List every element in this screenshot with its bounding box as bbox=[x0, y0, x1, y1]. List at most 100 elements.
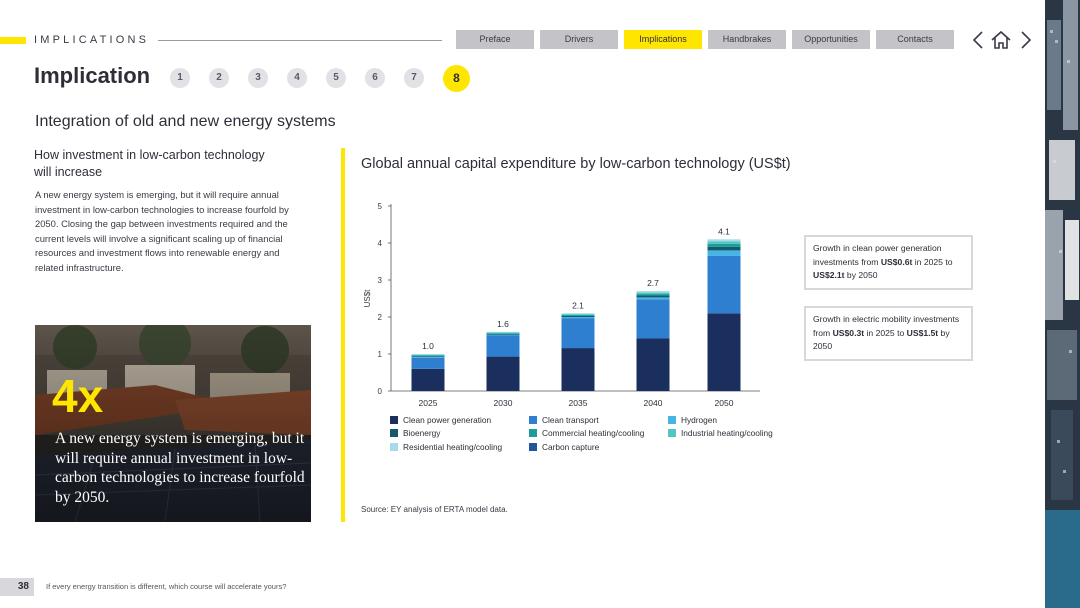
step-8[interactable]: 8 bbox=[443, 64, 470, 92]
chart-source: Source: EY analysis of ERTA model data. bbox=[361, 505, 508, 514]
bar-segment bbox=[636, 299, 670, 339]
nav-tab-handbrakes[interactable]: Handbrakes bbox=[708, 30, 786, 49]
bar-segment bbox=[636, 292, 670, 295]
x-tick-label: 2035 bbox=[569, 398, 588, 408]
page-number: 38 bbox=[0, 578, 34, 596]
step-1[interactable]: 1 bbox=[170, 68, 190, 88]
x-tick-label: 2025 bbox=[419, 398, 438, 408]
step-3[interactable]: 3 bbox=[248, 68, 268, 88]
nav-tab-drivers[interactable]: Drivers bbox=[540, 30, 618, 49]
page-title: Implication bbox=[34, 63, 151, 88]
y-tick-label: 1 bbox=[378, 350, 383, 359]
legend-swatch bbox=[390, 429, 398, 437]
y-tick-label: 5 bbox=[378, 202, 383, 211]
callout-from-value: US$0.3t bbox=[832, 327, 865, 338]
page-subtitle: Integration of old and new energy system… bbox=[35, 113, 336, 130]
bar-segment bbox=[636, 297, 670, 300]
y-axis-label: US$t bbox=[363, 289, 372, 308]
top-navigation: Preface Drivers Implications Handbrakes … bbox=[456, 30, 954, 49]
bar-segment bbox=[486, 335, 520, 357]
legend-label: Commercial heating/cooling bbox=[542, 428, 645, 438]
section-heading: How investment in low-carbon technology … bbox=[34, 148, 265, 179]
bar-segment bbox=[636, 294, 670, 296]
bar-segment bbox=[486, 331, 520, 333]
bar-segment bbox=[411, 355, 445, 357]
nav-tab-contacts[interactable]: Contacts bbox=[876, 30, 954, 49]
cityscape-art bbox=[1045, 0, 1080, 608]
home-icon[interactable] bbox=[989, 28, 1013, 52]
bar-segment bbox=[707, 255, 741, 314]
header-divider bbox=[158, 40, 442, 41]
section-label: IMPLICATIONS bbox=[34, 34, 150, 46]
city-rooftops-photo: 4x A new energy system is emerging, but … bbox=[35, 325, 311, 522]
step-7[interactable]: 7 bbox=[404, 68, 424, 88]
section-accent-bar bbox=[0, 37, 26, 44]
bar-segment bbox=[486, 334, 520, 335]
bar-segment bbox=[707, 313, 741, 391]
bar-segment bbox=[707, 239, 741, 242]
bar-segment bbox=[411, 354, 445, 355]
step-4[interactable]: 4 bbox=[287, 68, 307, 88]
callout-text: by 2050 bbox=[813, 327, 950, 352]
bar-total-label: 1.0 bbox=[422, 341, 434, 351]
legend-swatch bbox=[390, 416, 398, 424]
bar-segment bbox=[707, 250, 741, 256]
legend-swatch bbox=[529, 429, 537, 437]
callout-to-value: US$1.5t bbox=[906, 327, 939, 338]
step-6[interactable]: 6 bbox=[365, 68, 385, 88]
chart-accent-bar bbox=[341, 148, 345, 522]
step-5[interactable]: 5 bbox=[326, 68, 346, 88]
legend-label: Industrial heating/cooling bbox=[681, 428, 773, 438]
legend-label: Clean power generation bbox=[403, 415, 491, 425]
legend-label: Bioenergy bbox=[403, 428, 441, 438]
bar-segment bbox=[486, 332, 520, 334]
bar-segment bbox=[486, 356, 520, 391]
nav-tab-opportunities[interactable]: Opportunities bbox=[792, 30, 870, 49]
bar-segment bbox=[411, 368, 445, 391]
bar-segment bbox=[486, 333, 520, 335]
bar-segment bbox=[707, 246, 741, 251]
bar-total-label: 2.1 bbox=[572, 300, 584, 310]
footer-tagline: If every energy transition is different,… bbox=[46, 582, 287, 591]
y-tick-label: 4 bbox=[378, 239, 383, 248]
callout-text: Growth in electric mobility investments … bbox=[813, 314, 960, 338]
stat-caption: A new energy system is emerging, but it … bbox=[55, 430, 305, 506]
y-tick-label: 3 bbox=[378, 276, 383, 285]
bar-segment bbox=[636, 295, 670, 298]
legend-swatch bbox=[529, 416, 537, 424]
x-tick-label: 2030 bbox=[494, 398, 513, 408]
callout-clean-power: Growth in clean power generation investm… bbox=[804, 235, 973, 290]
legend-swatch bbox=[668, 416, 676, 424]
stacked-bar-chart: 0 1 2 3 4 5 US$t 1.0 2025 1.6 2030 2.1 2035 2.7 2040 4.… bbox=[363, 202, 773, 452]
callout-text: Growth in clean power generation investm… bbox=[813, 243, 942, 267]
legend-swatch bbox=[390, 443, 398, 451]
bar-segment bbox=[561, 318, 595, 349]
nav-tab-implications[interactable]: Implications bbox=[624, 30, 702, 49]
callout-text: in 2025 to bbox=[912, 256, 953, 267]
bar-segment bbox=[561, 315, 595, 317]
legend-label: Carbon capture bbox=[542, 442, 600, 452]
nav-tab-preface[interactable]: Preface bbox=[456, 30, 534, 49]
x-tick-label: 2050 bbox=[715, 398, 734, 408]
bar-segment bbox=[707, 241, 741, 244]
legend-swatch bbox=[668, 429, 676, 437]
bar-total-label: 1.6 bbox=[497, 319, 509, 329]
y-tick-label: 2 bbox=[378, 313, 383, 322]
callout-from-value: US$0.6t bbox=[880, 256, 913, 267]
bar-segment bbox=[411, 354, 445, 356]
callout-to-value: US$2.1t bbox=[813, 270, 845, 280]
bar-segment bbox=[636, 338, 670, 391]
legend-label: Hydrogen bbox=[681, 415, 717, 425]
next-page-icon[interactable] bbox=[1013, 28, 1037, 52]
bar-segment bbox=[411, 356, 445, 358]
callout-text: by 2050 bbox=[844, 270, 878, 280]
previous-page-icon[interactable] bbox=[967, 28, 991, 52]
step-2[interactable]: 2 bbox=[209, 68, 229, 88]
big-stat-figure: 4x bbox=[52, 370, 104, 422]
bar-segment bbox=[561, 314, 595, 316]
callout-text: in 2025 to bbox=[864, 327, 907, 338]
bar-segment bbox=[561, 348, 595, 391]
cityscape-image-strip bbox=[1045, 0, 1080, 608]
callout-electric-mobility: Growth in electric mobility investments … bbox=[804, 306, 973, 361]
y-tick-label: 0 bbox=[378, 387, 383, 396]
